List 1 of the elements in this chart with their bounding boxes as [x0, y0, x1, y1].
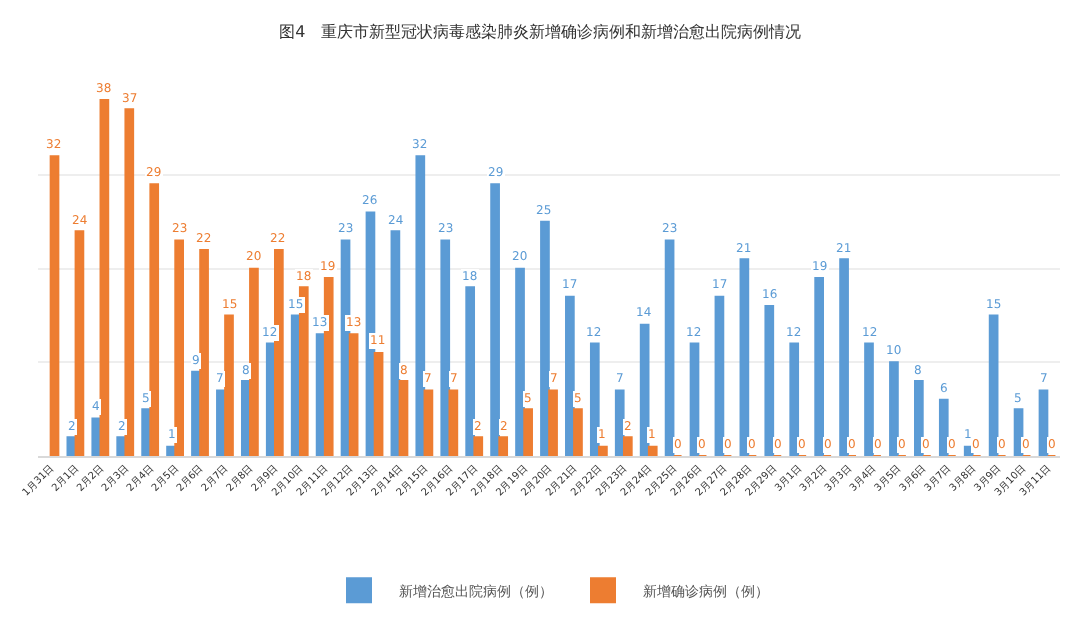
chart-title: 图4 重庆市新型冠状病毒感染肺炎新增确诊病例和新增治愈出院病例情况	[279, 22, 801, 41]
